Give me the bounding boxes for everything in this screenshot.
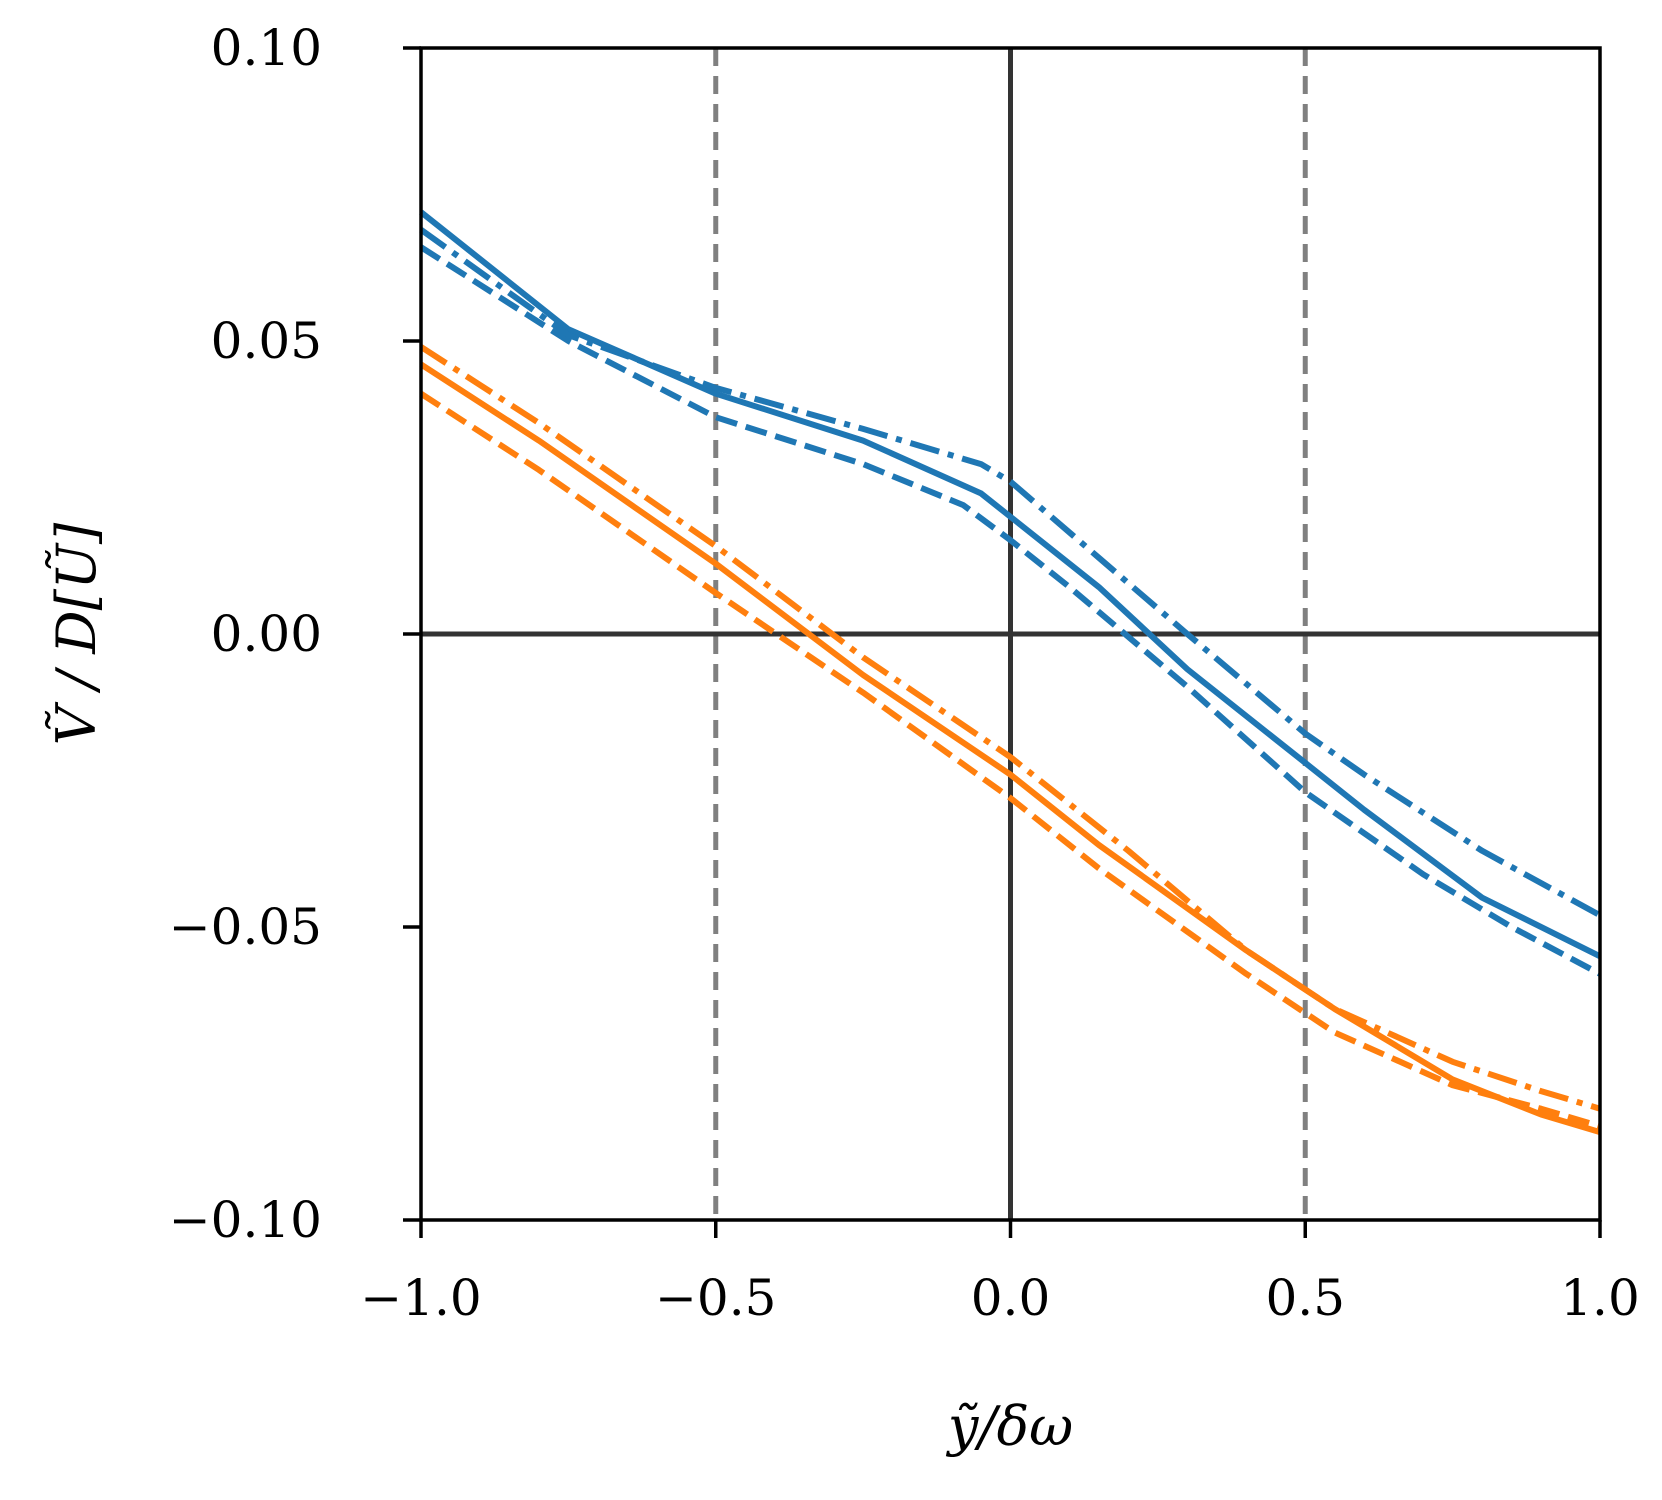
series-line-5 — [419, 391, 1601, 1130]
reference-lines — [421, 48, 1600, 1220]
y-axis-label: Ṽ / D[Ũ] — [44, 522, 108, 745]
x-tick-label: 0.5 — [1265, 1269, 1345, 1327]
ticks: −1.0 −0.5 0.0 0.5 1.0 −0.10 −0.05 0.00 0.05 0.10 — [169, 19, 1640, 1327]
y-tick-label: 0.10 — [211, 19, 322, 77]
y-tick-label: 0.05 — [211, 312, 322, 370]
x-tick-label: −1.0 — [360, 1269, 481, 1327]
series-line-3 — [419, 227, 1602, 918]
series-layer — [419, 209, 1602, 1135]
x-tick-label: 0.0 — [971, 1269, 1051, 1327]
series-line-6 — [419, 344, 1601, 1112]
y-tick-label: −0.05 — [169, 898, 322, 956]
x-tick-label: 1.0 — [1560, 1269, 1640, 1327]
series-line-1 — [419, 209, 1602, 959]
y-tick-label: −0.10 — [169, 1191, 322, 1249]
series-line-2 — [419, 244, 1602, 977]
x-tick-label: −0.5 — [655, 1269, 776, 1327]
x-axis-label: ỹ/δω — [946, 1395, 1073, 1458]
y-tick-label: 0.00 — [211, 605, 322, 663]
